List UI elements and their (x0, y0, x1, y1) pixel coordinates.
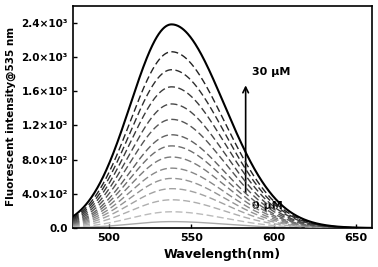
Text: 0 μM: 0 μM (252, 201, 283, 211)
X-axis label: Wavelength(nm): Wavelength(nm) (164, 249, 281, 261)
Text: 30 μM: 30 μM (252, 68, 291, 77)
Y-axis label: Fluorescent intensity@535 nm: Fluorescent intensity@535 nm (6, 27, 16, 206)
